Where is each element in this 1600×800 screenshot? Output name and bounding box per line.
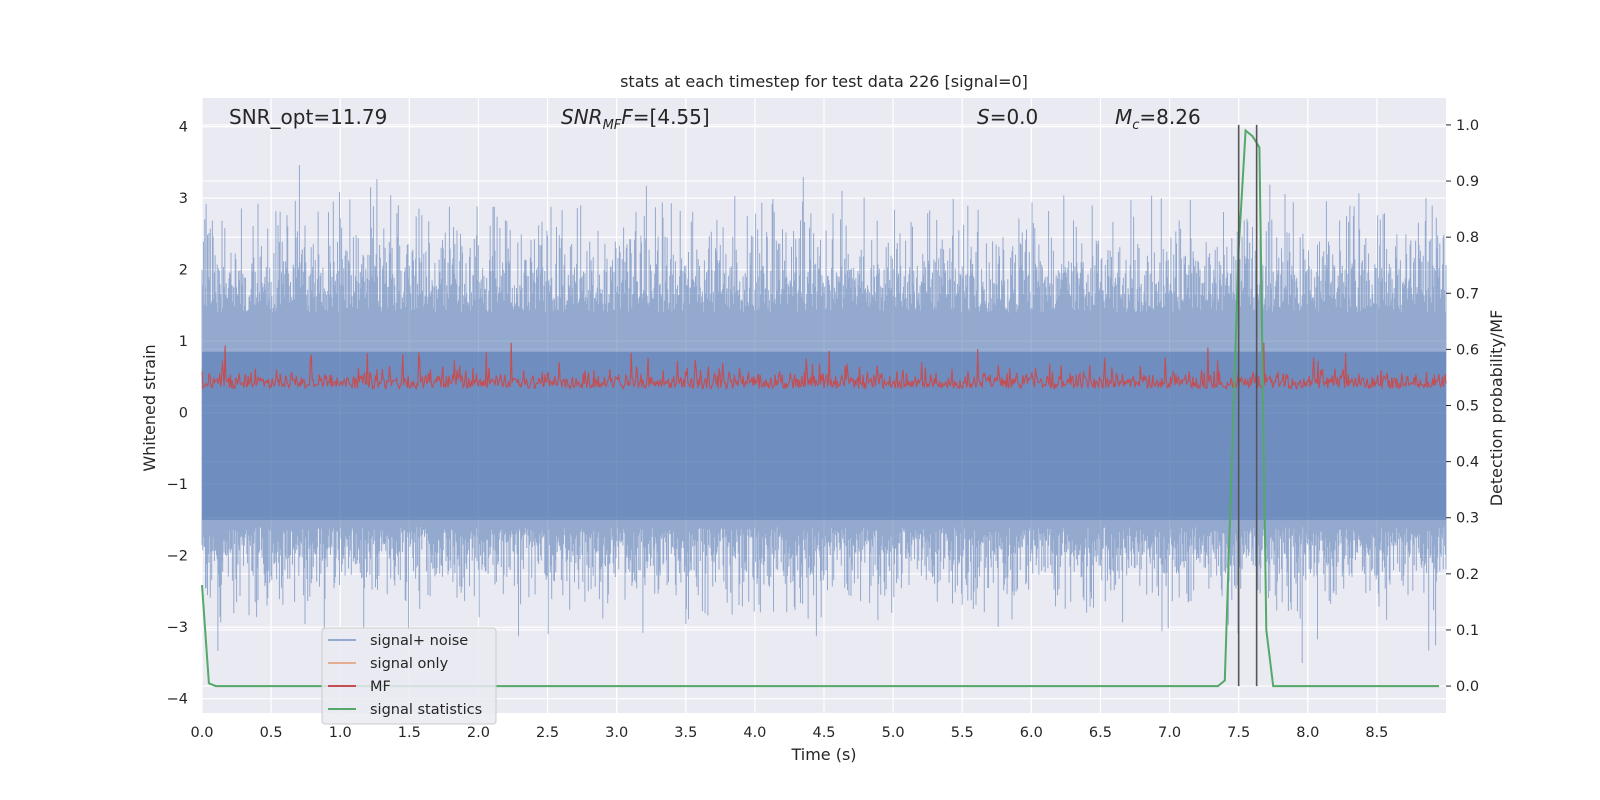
legend-label-signal-noise: signal+ noise (370, 633, 468, 649)
x-axis-ticks: 0.0 0.5 1.0 1.5 2.0 2.5 3.0 3.5 4.0 4.5 5.0 5.5 6.0 6… (190, 725, 1388, 741)
x-tick-label: 1.5 (398, 725, 421, 741)
y-left-tick-label: −4 (167, 692, 188, 708)
x-tick-label: 4.5 (812, 725, 835, 741)
y-axis-right-ticks: 0.0 0.1 0.2 0.3 0.4 0.5 0.6 0.7 0.8 0.9 1.0 (1446, 118, 1479, 695)
legend: signal+ noise signal only MF signal stat… (321, 627, 497, 725)
x-tick-label: 6.0 (1020, 725, 1043, 741)
y-left-tick-label: −2 (167, 549, 188, 565)
x-tick-label: 4.0 (743, 725, 766, 741)
y-left-tick-label: 2 (179, 263, 188, 279)
y-right-tick-label: 0.9 (1456, 174, 1479, 190)
legend-label-signal-statistics: signal statistics (370, 702, 482, 718)
x-tick-label: 8.5 (1365, 725, 1388, 741)
x-tick-label: 0.5 (260, 725, 283, 741)
x-tick-label: 5.0 (882, 725, 905, 741)
y-left-tick-label: 1 (179, 334, 188, 350)
y-axis-right-label: Detection probability/MF (1487, 310, 1506, 507)
y-left-tick-label: −1 (167, 477, 188, 493)
y-left-tick-label: 0 (179, 406, 188, 422)
x-tick-label: 2.5 (536, 725, 559, 741)
legend-label-signal-only: signal only (370, 656, 449, 672)
y-right-tick-label: 0.8 (1456, 230, 1479, 246)
y-left-tick-label: 4 (179, 120, 188, 136)
noise-trace (201, 165, 1447, 663)
x-axis-label: Time (s) (790, 745, 856, 764)
x-tick-label: 5.5 (951, 725, 974, 741)
y-right-tick-label: 0.7 (1456, 286, 1479, 302)
x-tick-label: 0.0 (190, 725, 213, 741)
y-left-tick-label: −3 (167, 620, 188, 636)
y-right-tick-label: 0.1 (1456, 623, 1479, 639)
mc-annotation: Mc=8.26 (1115, 105, 1201, 133)
s-annotation: S=0.0 (977, 105, 1038, 129)
snr-opt-annotation: SNR_opt=11.79 (229, 105, 387, 129)
x-tick-label: 7.0 (1158, 725, 1181, 741)
detection-markers (1237, 124, 1258, 687)
y-right-tick-label: 0.5 (1456, 399, 1479, 415)
y-left-tick-label: 3 (179, 191, 188, 207)
legend-label-mf: MF (370, 679, 391, 695)
x-tick-label: 8.0 (1296, 725, 1319, 741)
y-axis-left-ticks: −4 −3 −2 −1 0 1 2 3 4 (167, 120, 188, 708)
y-axis-left-label: Whitened strain (140, 344, 159, 471)
x-tick-label: 2.0 (467, 725, 490, 741)
x-tick-label: 6.5 (1089, 725, 1112, 741)
y-right-tick-label: 0.3 (1456, 511, 1479, 527)
y-right-tick-label: 0.2 (1456, 567, 1479, 583)
series-signal-statistics (201, 128, 1440, 688)
x-tick-label: 1.0 (329, 725, 352, 741)
snr-mf-annotation: SNRMFF=[4.55] (561, 105, 710, 133)
x-tick-label: 7.5 (1227, 725, 1250, 741)
y-right-tick-label: 0.6 (1456, 342, 1479, 358)
y-right-tick-label: 0.0 (1456, 679, 1479, 695)
signal-statistics-trace (201, 128, 1440, 688)
x-tick-label: 3.0 (605, 725, 628, 741)
y-right-tick-label: 0.4 (1456, 455, 1479, 471)
legend-frame (321, 627, 497, 725)
chart-title: stats at each timestep for test data 226… (620, 72, 1028, 91)
y-right-tick-label: 1.0 (1456, 118, 1479, 134)
x-tick-label: 3.5 (674, 725, 697, 741)
